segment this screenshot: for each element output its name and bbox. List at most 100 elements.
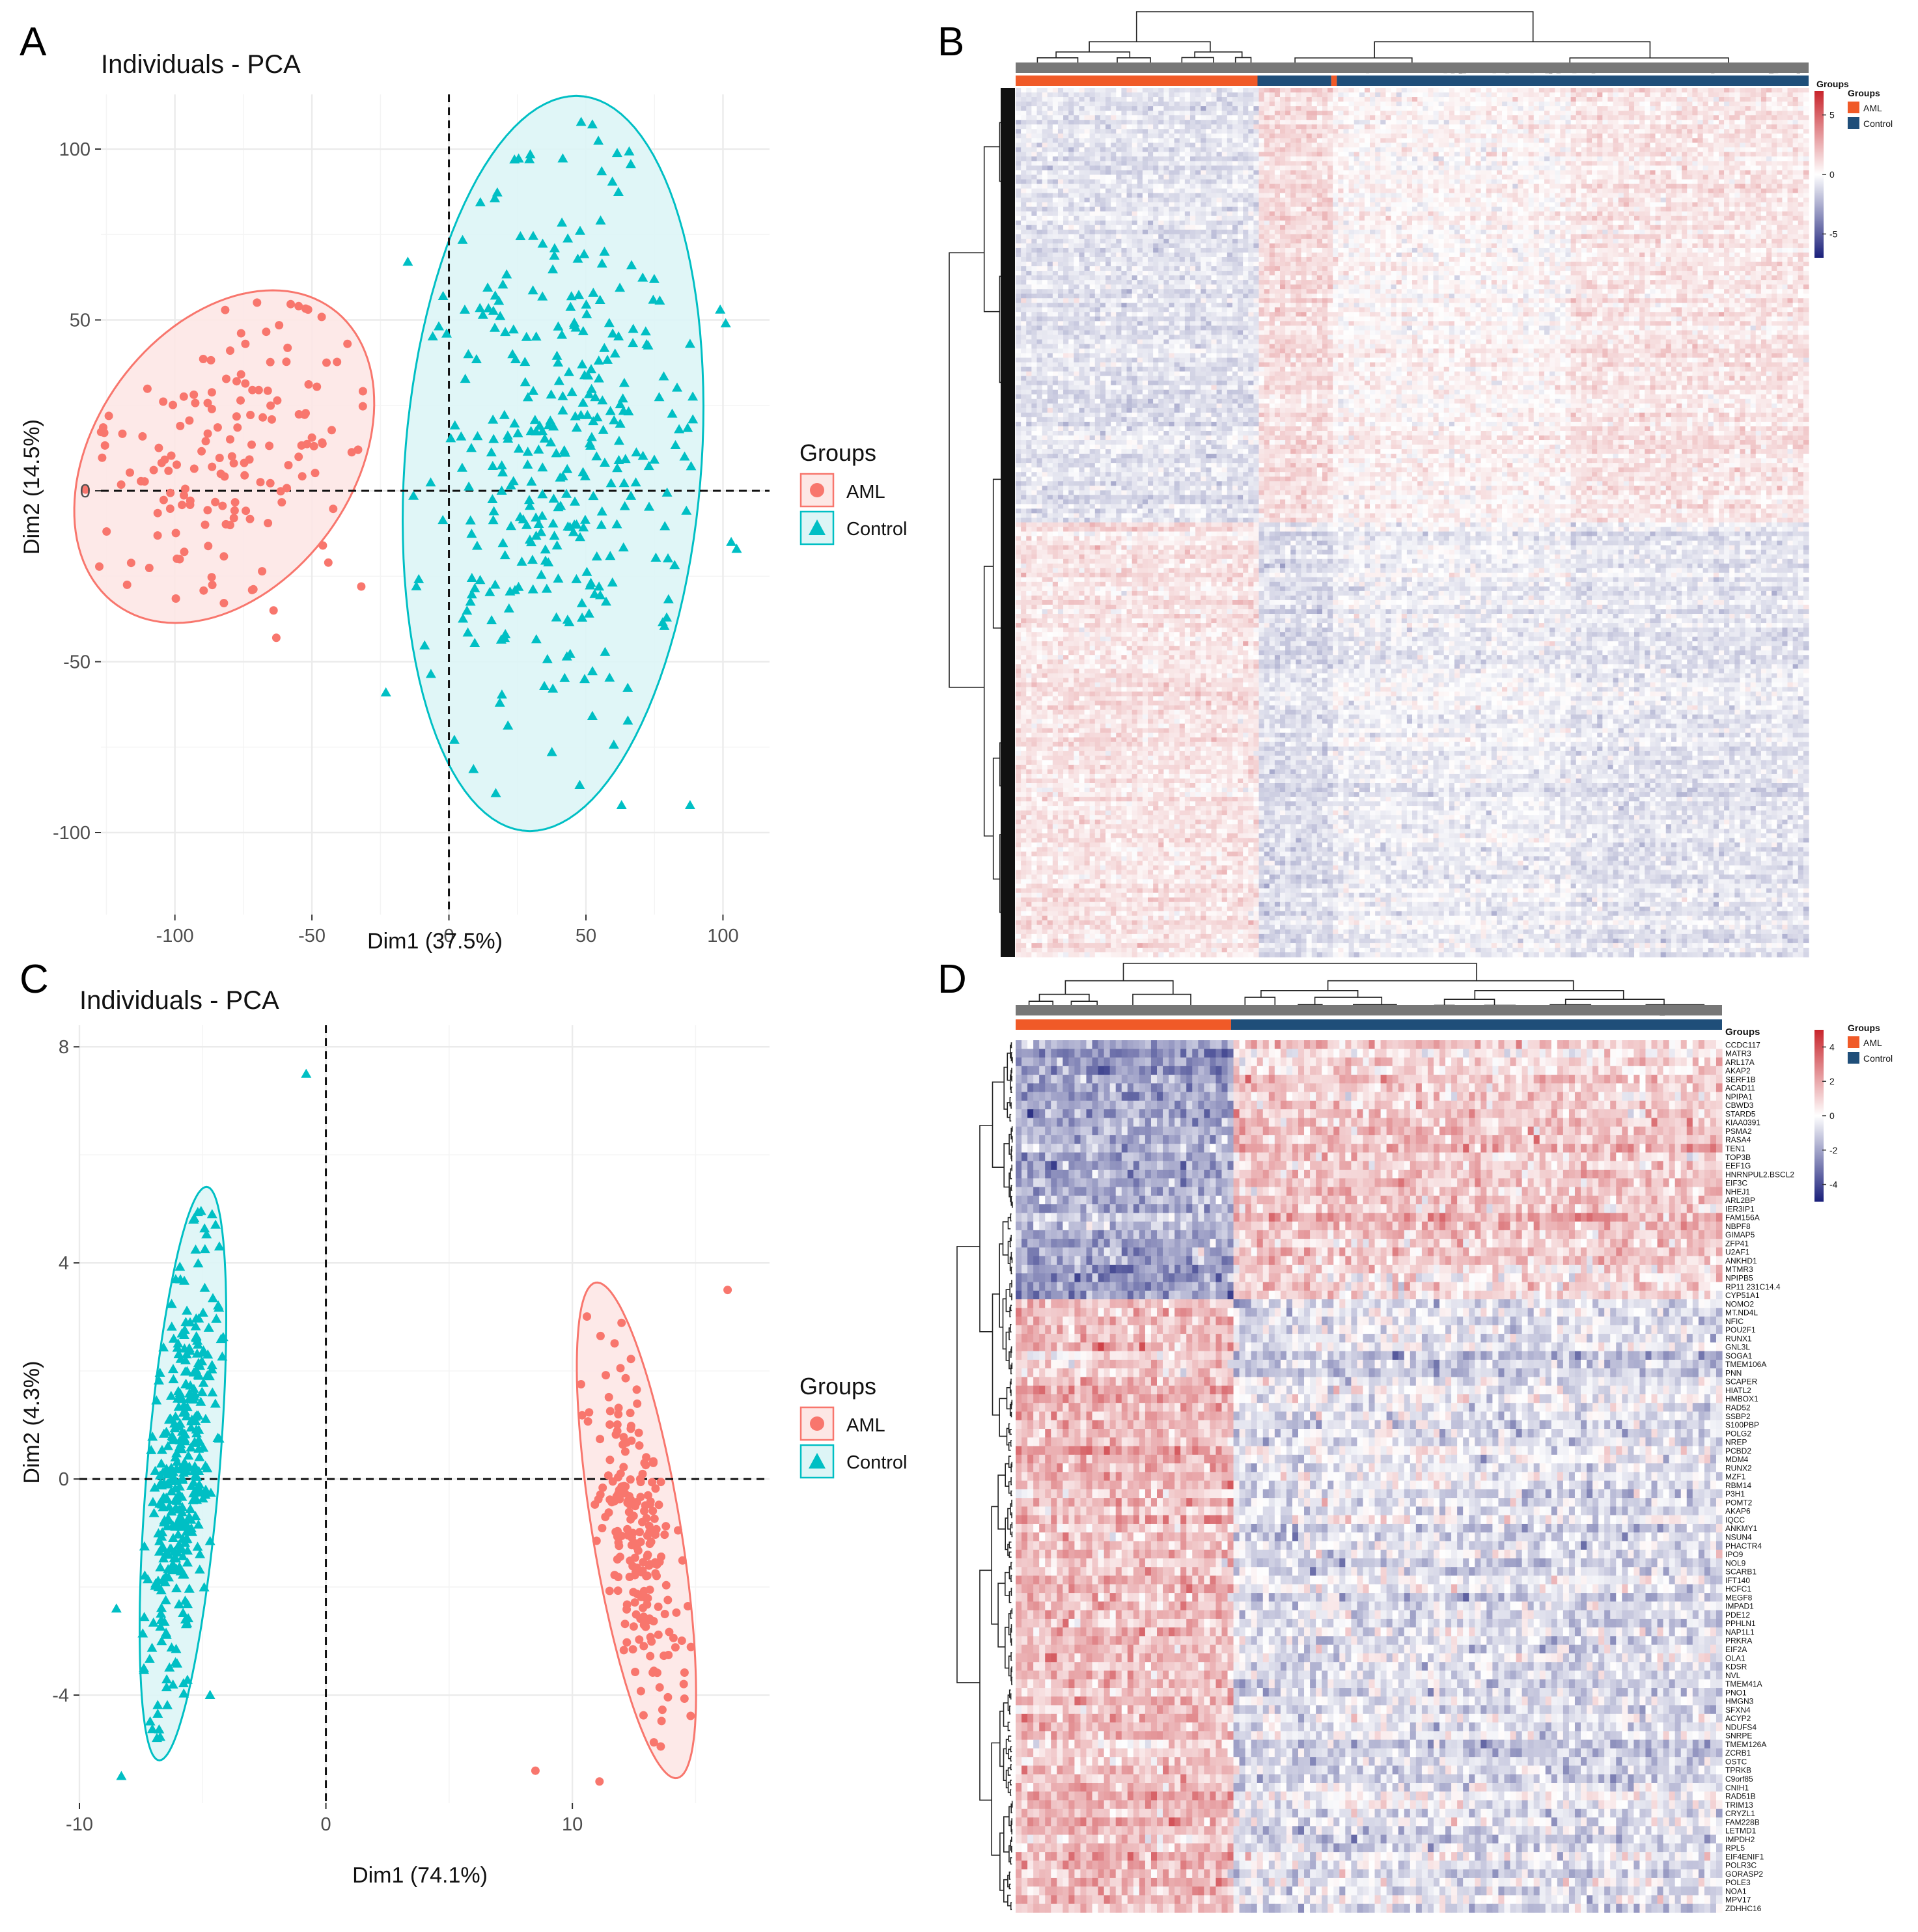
heatmap-cell (1412, 124, 1418, 130)
heatmap-cell (1624, 161, 1630, 166)
heatmap-cell (1460, 102, 1466, 107)
annotation-segment-control (1337, 76, 1809, 86)
heatmap-cell (1048, 165, 1053, 171)
heatmap-cell (1391, 170, 1397, 175)
heatmap-cell (1634, 120, 1640, 125)
heatmap-cell (1671, 170, 1677, 175)
heatmap-cell (1211, 133, 1217, 139)
heatmap-cell (1534, 115, 1540, 120)
heatmap-cell (1555, 143, 1561, 148)
heatmap-cell (1365, 92, 1370, 98)
heatmap-cell (1661, 115, 1667, 120)
heatmap-cell (1766, 161, 1772, 166)
heatmap-cell (1085, 106, 1091, 111)
heatmap-cell (1465, 120, 1471, 125)
heatmap-cell (1803, 106, 1809, 111)
heatmap-cell (1270, 143, 1275, 148)
heatmap-cell (1492, 133, 1497, 139)
heatmap-cell (1338, 124, 1344, 130)
heatmap-cell (1592, 92, 1598, 98)
heatmap-cell (1327, 102, 1333, 107)
point-aml (285, 461, 293, 469)
heatmap-cell (1703, 152, 1709, 157)
heatmap-cell (1407, 161, 1413, 166)
heatmap-cell (1312, 92, 1318, 98)
heatmap-cell (1227, 111, 1233, 116)
point-aml (158, 459, 166, 467)
heatmap-cell (1322, 102, 1328, 107)
heatmap-cell (1745, 143, 1751, 148)
heatmap-cell (1111, 97, 1117, 102)
point-aml (651, 1484, 660, 1493)
heatmap-cell (1629, 152, 1635, 157)
heatmap-cell (1687, 115, 1693, 120)
heatmap-cell (1587, 124, 1592, 130)
heatmap-cell (1492, 92, 1497, 98)
heatmap-cell (1375, 97, 1381, 102)
heatmap-cell (1682, 106, 1688, 111)
heatmap-cell (1053, 115, 1059, 120)
heatmap-cell (1512, 152, 1518, 157)
heatmap-cell (1153, 124, 1159, 130)
heatmap-cell (1270, 120, 1275, 125)
heatmap-cell (1259, 143, 1265, 148)
point-aml (626, 1500, 634, 1509)
heatmap-cell (1217, 115, 1223, 120)
heatmap-cell (1734, 97, 1740, 102)
heatmap-cell (1391, 152, 1397, 157)
heatmap-cell (1385, 156, 1391, 161)
heatmap-cell (1587, 97, 1592, 102)
heatmap-cell (1111, 152, 1117, 157)
heatmap-cell (1327, 161, 1333, 166)
heatmap-cell (1111, 175, 1117, 180)
heatmap-cell (1111, 111, 1117, 116)
heatmap-cell (1227, 152, 1233, 157)
heatmap-cell (1264, 102, 1270, 107)
heatmap-cell (1714, 106, 1719, 111)
heatmap-cell (1058, 143, 1064, 148)
heatmap-cell (1518, 115, 1523, 120)
heatmap-cell (1692, 88, 1698, 93)
heatmap-cell (1465, 92, 1471, 98)
heatmap-cell (1359, 133, 1365, 139)
heatmap-cell (1449, 111, 1455, 116)
heatmap-cell (1529, 165, 1535, 171)
heatmap-cell (1555, 133, 1561, 139)
heatmap-cell (1751, 138, 1757, 143)
heatmap-cell (1465, 88, 1471, 93)
point-aml (584, 1417, 592, 1426)
heatmap-cell (1174, 92, 1180, 98)
heatmap-cell (1703, 161, 1709, 166)
heatmap-cell (1433, 170, 1439, 175)
point-aml (203, 506, 212, 514)
heatmap-cell (1439, 97, 1445, 102)
heatmap-cell (1761, 165, 1767, 171)
heatmap-cell (1248, 115, 1254, 120)
heatmap-cell (1402, 106, 1408, 111)
heatmap-cell (1243, 102, 1249, 107)
heatmap-cell (1486, 170, 1492, 175)
point-aml (258, 413, 267, 422)
heatmap-cell (1597, 92, 1603, 98)
heatmap-cell (1195, 156, 1201, 161)
heatmap-cell (1259, 97, 1265, 102)
heatmap-cell (1460, 92, 1466, 98)
heatmap-cell (1607, 156, 1613, 161)
heatmap-cell (1650, 120, 1656, 125)
heatmap-cell (1105, 143, 1111, 148)
heatmap-cell (1264, 124, 1270, 130)
heatmap-cell (1555, 97, 1561, 102)
heatmap-cell (1079, 138, 1085, 143)
heatmap-cell (1740, 102, 1745, 107)
heatmap-cell (1745, 106, 1751, 111)
heatmap-cell (1169, 88, 1174, 93)
point-aml (277, 498, 286, 506)
heatmap-cell (1375, 102, 1381, 107)
heatmap-cell (1185, 147, 1191, 152)
heatmap-cell (1407, 129, 1413, 134)
heatmap-cell (1063, 175, 1069, 180)
heatmap-cell (1502, 129, 1508, 134)
heatmap-cell (1312, 88, 1318, 93)
heatmap-cell (1121, 133, 1127, 139)
heatmap-cell (1042, 115, 1048, 120)
